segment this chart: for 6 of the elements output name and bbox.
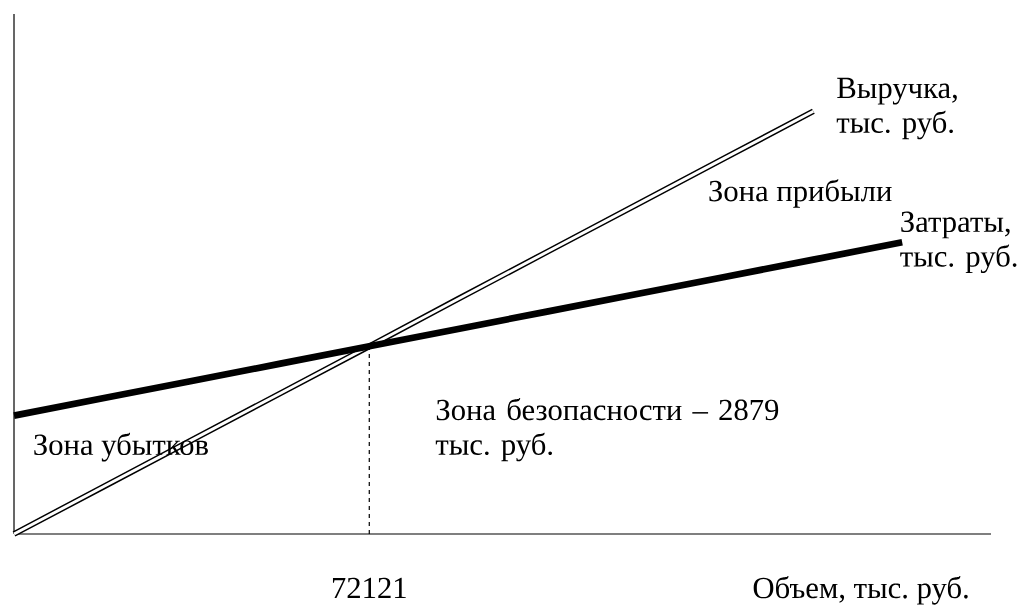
text: 72121: [332, 577, 406, 598]
x-axis-title: Объем, тыс. руб.: [753, 576, 968, 605]
annotation: Зона безопасности – 2879 тыс. руб.: [435, 398, 779, 462]
series-label: Затраты, тыс. руб.: [900, 211, 1017, 274]
annotation: Зона прибыли: [709, 179, 892, 208]
series-label: Выручка, тыс. руб.: [836, 77, 957, 140]
